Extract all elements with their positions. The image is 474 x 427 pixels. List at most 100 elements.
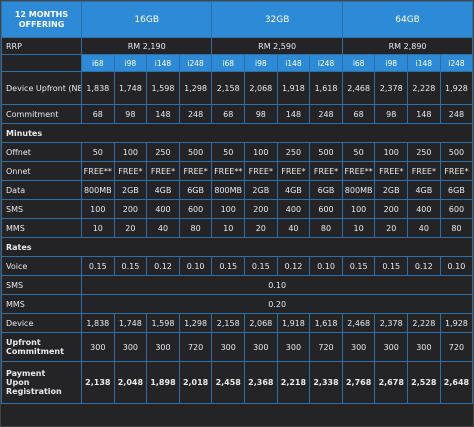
minutes-row-cell: 100 bbox=[211, 199, 246, 219]
minutes-row-cell: 200 bbox=[374, 199, 409, 219]
plan-label: i248 bbox=[309, 54, 343, 72]
minutes-row-cell: 80 bbox=[439, 218, 474, 238]
minutes-row-cell: 600 bbox=[178, 199, 213, 219]
upfront-commitment-label: Upfront Commitment bbox=[1, 332, 82, 362]
payment-cell: 2,138 bbox=[81, 361, 115, 404]
upfront-commitment-cell: 300 bbox=[81, 332, 115, 362]
minutes-row-4: MMS 10 20 40 80 10 20 40 80 10 20 40 80 bbox=[1, 218, 474, 238]
minutes-row-cell: 50 bbox=[341, 142, 376, 162]
minutes-row-1: Onnet FREE** FREE* FREE* FREE* FREE** FREE* FRE… bbox=[1, 161, 474, 181]
minutes-row-cell: 400 bbox=[276, 199, 311, 219]
top-row-cell: 2,378 bbox=[374, 71, 409, 105]
payment-label-line1: Payment bbox=[6, 369, 46, 378]
top-row-cell: 68 bbox=[81, 104, 115, 124]
minutes-row-cell: 500 bbox=[309, 142, 343, 162]
minutes-row-cell: 20 bbox=[374, 218, 409, 238]
upfront-commitment-cell: 720 bbox=[309, 332, 343, 362]
plan-label: i68 bbox=[81, 54, 115, 72]
top-row-cell: 68 bbox=[341, 104, 376, 124]
minutes-row-cell: FREE* bbox=[146, 161, 180, 181]
top-row-cell: 248 bbox=[439, 104, 474, 124]
rrp-64gb: RM 2,890 bbox=[341, 37, 474, 55]
top-row-label: Commitment bbox=[1, 104, 82, 124]
device-row-cell: 1,298 bbox=[178, 313, 213, 333]
plan-label: i148 bbox=[146, 54, 180, 72]
payment-label-line2: Upon bbox=[6, 378, 30, 387]
minutes-row-cell: 4GB bbox=[146, 180, 180, 200]
minutes-row-cell: 40 bbox=[407, 218, 441, 238]
top-row-cell: 2,068 bbox=[244, 71, 278, 105]
rrp-32gb: RM 2,590 bbox=[211, 37, 343, 55]
rate-voice-cell: 0.15 bbox=[81, 256, 115, 276]
minutes-row-cell: 6GB bbox=[178, 180, 213, 200]
minutes-row-cell: 40 bbox=[146, 218, 180, 238]
capacity-header-row: 12 MONTHS OFFERING 16GB 32GB 64GB bbox=[1, 1, 474, 38]
minutes-row-cell: 20 bbox=[244, 218, 278, 238]
minutes-section-label: Minutes bbox=[0, 123, 474, 143]
offering-header-line2: OFFERING bbox=[18, 19, 65, 29]
plan-label: i98 bbox=[374, 54, 409, 72]
minutes-row-cell: 6GB bbox=[309, 180, 343, 200]
rate-voice-cell: 0.12 bbox=[146, 256, 180, 276]
device-row-cell: 2,158 bbox=[211, 313, 246, 333]
minutes-row-2: Data 800MB 2GB 4GB 6GB 800MB 2GB 4GB 6GB 800MB 2GB… bbox=[1, 180, 474, 200]
rrp-row: RRP RM 2,190 RM 2,590 RM 2,890 bbox=[1, 37, 474, 55]
minutes-row-cell: 200 bbox=[113, 199, 148, 219]
minutes-row-cell: FREE* bbox=[178, 161, 213, 181]
device-row: Device 1,838 1,748 1,598 1,298 2,158 2,068 1,91… bbox=[1, 313, 474, 333]
rates-section-label: Rates bbox=[0, 237, 474, 257]
minutes-row-cell: FREE* bbox=[244, 161, 278, 181]
payment-cell: 1,898 bbox=[146, 361, 180, 404]
minutes-row-cell: FREE** bbox=[81, 161, 115, 181]
minutes-row-cell: 200 bbox=[244, 199, 278, 219]
rrp-16gb: RM 2,190 bbox=[80, 37, 213, 55]
top-row-cell: 98 bbox=[244, 104, 278, 124]
minutes-row-cell: 250 bbox=[146, 142, 180, 162]
payment-row: Payment Upon Registration 2,138 2,048 1,898 2,… bbox=[1, 361, 474, 404]
upfront-commitment-cell: 300 bbox=[341, 332, 376, 362]
top-row-cell: 1,838 bbox=[81, 71, 115, 105]
plan-label: i68 bbox=[341, 54, 376, 72]
top-row-cell: 98 bbox=[374, 104, 409, 124]
rate-voice-cell: 0.12 bbox=[276, 256, 311, 276]
minutes-row-cell: 50 bbox=[211, 142, 246, 162]
minutes-row-cell: 250 bbox=[276, 142, 311, 162]
device-row-cell: 2,068 bbox=[244, 313, 278, 333]
top-row-cell: 98 bbox=[113, 104, 148, 124]
upfront-commitment-cell: 300 bbox=[113, 332, 148, 362]
top-row-label: Device Upfront (NEW) bbox=[1, 71, 82, 105]
top-row-cell: 148 bbox=[407, 104, 441, 124]
rate-voice-row: Voice 0.15 0.15 0.12 0.10 0.15 0.15 0.12 0.10 0.1… bbox=[1, 256, 474, 276]
plan-header-spacer bbox=[1, 54, 82, 72]
rate-voice-cell: 0.15 bbox=[211, 256, 246, 276]
top-row-cell: 1,618 bbox=[309, 71, 343, 105]
payment-cell: 2,218 bbox=[276, 361, 311, 404]
top-row-cell: 68 bbox=[211, 104, 246, 124]
device-row-cell: 1,618 bbox=[309, 313, 343, 333]
top-row-cell: 248 bbox=[178, 104, 213, 124]
rate-voice-cell: 0.10 bbox=[309, 256, 343, 276]
minutes-row-cell: 10 bbox=[81, 218, 115, 238]
minutes-row-cell: 6GB bbox=[439, 180, 474, 200]
minutes-row-cell: FREE* bbox=[439, 161, 474, 181]
top-row-cell: 2,228 bbox=[407, 71, 441, 105]
minutes-section-row: Minutes bbox=[0, 123, 474, 143]
minutes-row-cell: FREE** bbox=[211, 161, 246, 181]
top-row-cell: 1,598 bbox=[146, 71, 180, 105]
rate-voice-cell: 0.10 bbox=[178, 256, 213, 276]
payment-cell: 2,768 bbox=[341, 361, 376, 404]
minutes-row-cell: 100 bbox=[374, 142, 409, 162]
rate-voice-label: Voice bbox=[1, 256, 82, 276]
top-row-cell: 1,748 bbox=[113, 71, 148, 105]
rate-voice-cell: 0.15 bbox=[113, 256, 148, 276]
device-row-cell: 1,918 bbox=[276, 313, 311, 333]
minutes-row-cell: 100 bbox=[81, 199, 115, 219]
rate-sms-value: 0.10 bbox=[80, 275, 474, 295]
minutes-row-label: Offnet bbox=[1, 142, 82, 162]
top-row-cell: 148 bbox=[276, 104, 311, 124]
minutes-row-cell: 2GB bbox=[244, 180, 278, 200]
payment-cell: 2,338 bbox=[309, 361, 343, 404]
minutes-row-cell: 250 bbox=[407, 142, 441, 162]
rates-section-row: Rates bbox=[0, 237, 474, 257]
plan-header-row: i68 i98 i148 i248 i68 i98 i148 i248 i68 i98 i148 i2… bbox=[1, 54, 474, 72]
